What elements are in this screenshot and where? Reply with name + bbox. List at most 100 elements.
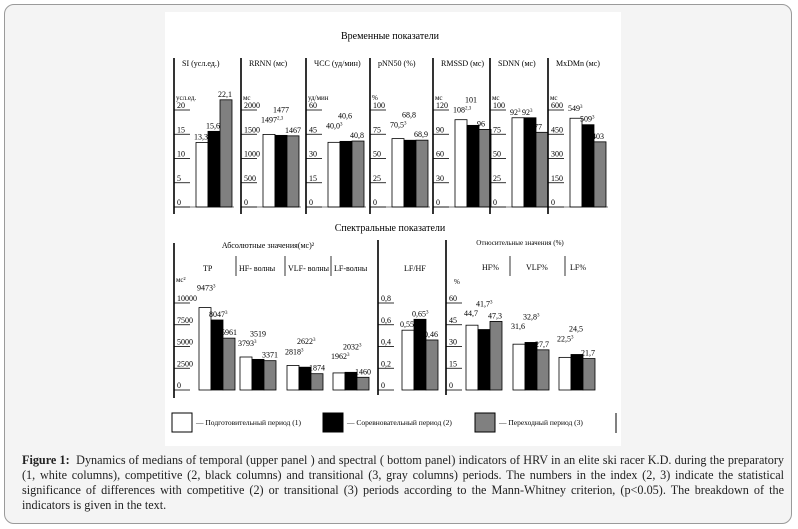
ratio-bar: [425, 339, 439, 391]
abs-2-bar: [286, 365, 300, 391]
top-3-bar: [415, 139, 429, 208]
top-3-tick-label: 25: [373, 174, 381, 183]
rel-group-label: HF%: [482, 263, 499, 272]
rel-0-bar: [489, 321, 503, 391]
abs-0-bar: [198, 307, 212, 391]
abs-0-value-label: 5961: [221, 328, 237, 337]
top-4-tick-label: 0: [436, 198, 440, 207]
top-4-tick-label: 90: [436, 125, 444, 134]
top-5-value-label: 77: [534, 122, 542, 131]
top-4-bar: [454, 119, 468, 208]
top-1-value-label: 1477: [273, 105, 289, 114]
legend-label: — Подготовительный период (1): [195, 418, 301, 427]
top-2-tick-label: 45: [309, 125, 317, 134]
abs-tick-label: 7500: [177, 316, 193, 325]
top-3-value-label: 68,9: [414, 130, 428, 139]
top-0-bar: [195, 142, 209, 208]
abs-group-label: TP: [203, 264, 213, 273]
abs-tick-label: 10000: [177, 294, 197, 303]
rel-2-bar: [582, 358, 596, 391]
top-4-tick-label: 60: [436, 150, 444, 159]
top-0-bar: [219, 99, 233, 208]
top-0-tick-label: 5: [177, 174, 181, 183]
top-4-tick-label: 120: [436, 101, 448, 110]
rel-unit: %: [454, 278, 460, 286]
top-6-significance: 3: [592, 116, 595, 121]
top-3-value-label: 70,53: [390, 121, 407, 130]
top-2-tick-label: 60: [309, 101, 317, 110]
top-chart-title: pNN50 (%): [378, 59, 416, 68]
rel-2-bar: [570, 354, 584, 391]
top-chart-unit: мс: [435, 94, 443, 102]
top-1-value-label: 14972,3: [261, 115, 284, 124]
bottom-panel-title: Спектральные показатели: [335, 223, 446, 234]
abs-1-bar: [239, 356, 253, 391]
ratio-bar: [401, 329, 415, 391]
top-5-bar: [511, 117, 525, 208]
top-0-tick-label: 10: [177, 150, 185, 159]
rel-title: Относительные значения (%): [476, 239, 564, 247]
abs-1-value-label: 3519: [250, 329, 266, 338]
top-6-bar: [569, 117, 583, 208]
top-1-bar: [262, 133, 276, 208]
top-1-value-label: 1467: [285, 126, 301, 135]
abs-3-value-label: 1460: [355, 367, 371, 376]
top-5-tick-label: 0: [493, 198, 497, 207]
hrv-chart: Временные показатели SI (усл.ед.) усл.ед. 0…: [171, 31, 617, 433]
abs-0-value-label: 94733: [197, 284, 216, 293]
top-3-tick-label: 0: [373, 198, 377, 207]
caption-label: Figure 1:: [22, 453, 70, 467]
rel-tick-label: 0: [449, 381, 453, 390]
abs-0-bar: [222, 337, 236, 391]
top-6-tick-label: 150: [551, 174, 563, 183]
rel-2-value-label: 24,5: [569, 324, 583, 333]
abs-unit: мс²: [176, 276, 186, 284]
top-4-value-label: 101: [465, 95, 477, 104]
rel-0-bar: [477, 329, 491, 391]
rel-1-bar: [524, 342, 538, 391]
rel-2-significance: 3: [571, 335, 574, 340]
abs-2-significance: 3: [301, 348, 304, 353]
rel-0-value-label: 47,3: [488, 311, 502, 320]
ratio-value-label: 0,46: [424, 330, 438, 339]
top-chart-title: ЧСС (уд/мин): [314, 59, 361, 68]
top-2-tick-label: 0: [309, 198, 313, 207]
abs-tick-label: 5000: [177, 338, 193, 347]
rel-0-significance: 3: [490, 301, 493, 306]
top-5-value-label: 923: [510, 108, 521, 117]
rel-2-value-label: 21,7: [581, 349, 595, 358]
abs-3-value-label: 19623: [331, 352, 350, 361]
top-1-significance: 2,3: [277, 116, 284, 121]
abs-2-significance: 3: [313, 338, 316, 343]
top-3-tick-label: 75: [373, 125, 381, 134]
top-3-tick-label: 100: [373, 101, 385, 110]
rel-group-label: LF%: [570, 263, 586, 272]
top-2-bar: [339, 140, 353, 208]
abs-1-significance: 3: [254, 340, 257, 345]
caption-text: Dynamics of medians of temporal (upper p…: [22, 453, 784, 512]
top-chart-unit: усл.ед.: [176, 94, 196, 102]
ratio-tick-label: 0,8: [381, 294, 391, 303]
top-chart-unit: мс: [550, 94, 558, 102]
abs-2-value-label: 26223: [297, 337, 316, 346]
rel-0-value-label: 44,7: [464, 309, 478, 318]
legend-swatch: [322, 412, 344, 433]
rel-1-value-label: 27,7: [535, 340, 549, 349]
top-2-value-label: 40,03: [326, 121, 343, 130]
top-1-bar: [274, 134, 288, 208]
abs-2-value-label: 28183: [285, 347, 304, 356]
top-chart-title: SDNN (мс): [498, 59, 536, 68]
ratio-tick-label: 0,2: [381, 359, 391, 368]
top-5-tick-label: 25: [493, 174, 501, 183]
top-3-tick-label: 50: [373, 150, 381, 159]
abs-3-bar: [356, 376, 370, 391]
rel-1-value-label: 31,6: [511, 322, 525, 331]
rel-1-bar: [512, 343, 526, 391]
top-2-value-label: 40,6: [338, 111, 352, 120]
legend-swatch: [171, 412, 193, 433]
rel-tick-label: 60: [449, 294, 457, 303]
top-chart-unit: мс: [243, 94, 251, 102]
top-2-tick-label: 30: [309, 150, 317, 159]
rel-group-label: VLF%: [526, 263, 548, 272]
abs-1-value-label: 37933: [238, 339, 257, 348]
